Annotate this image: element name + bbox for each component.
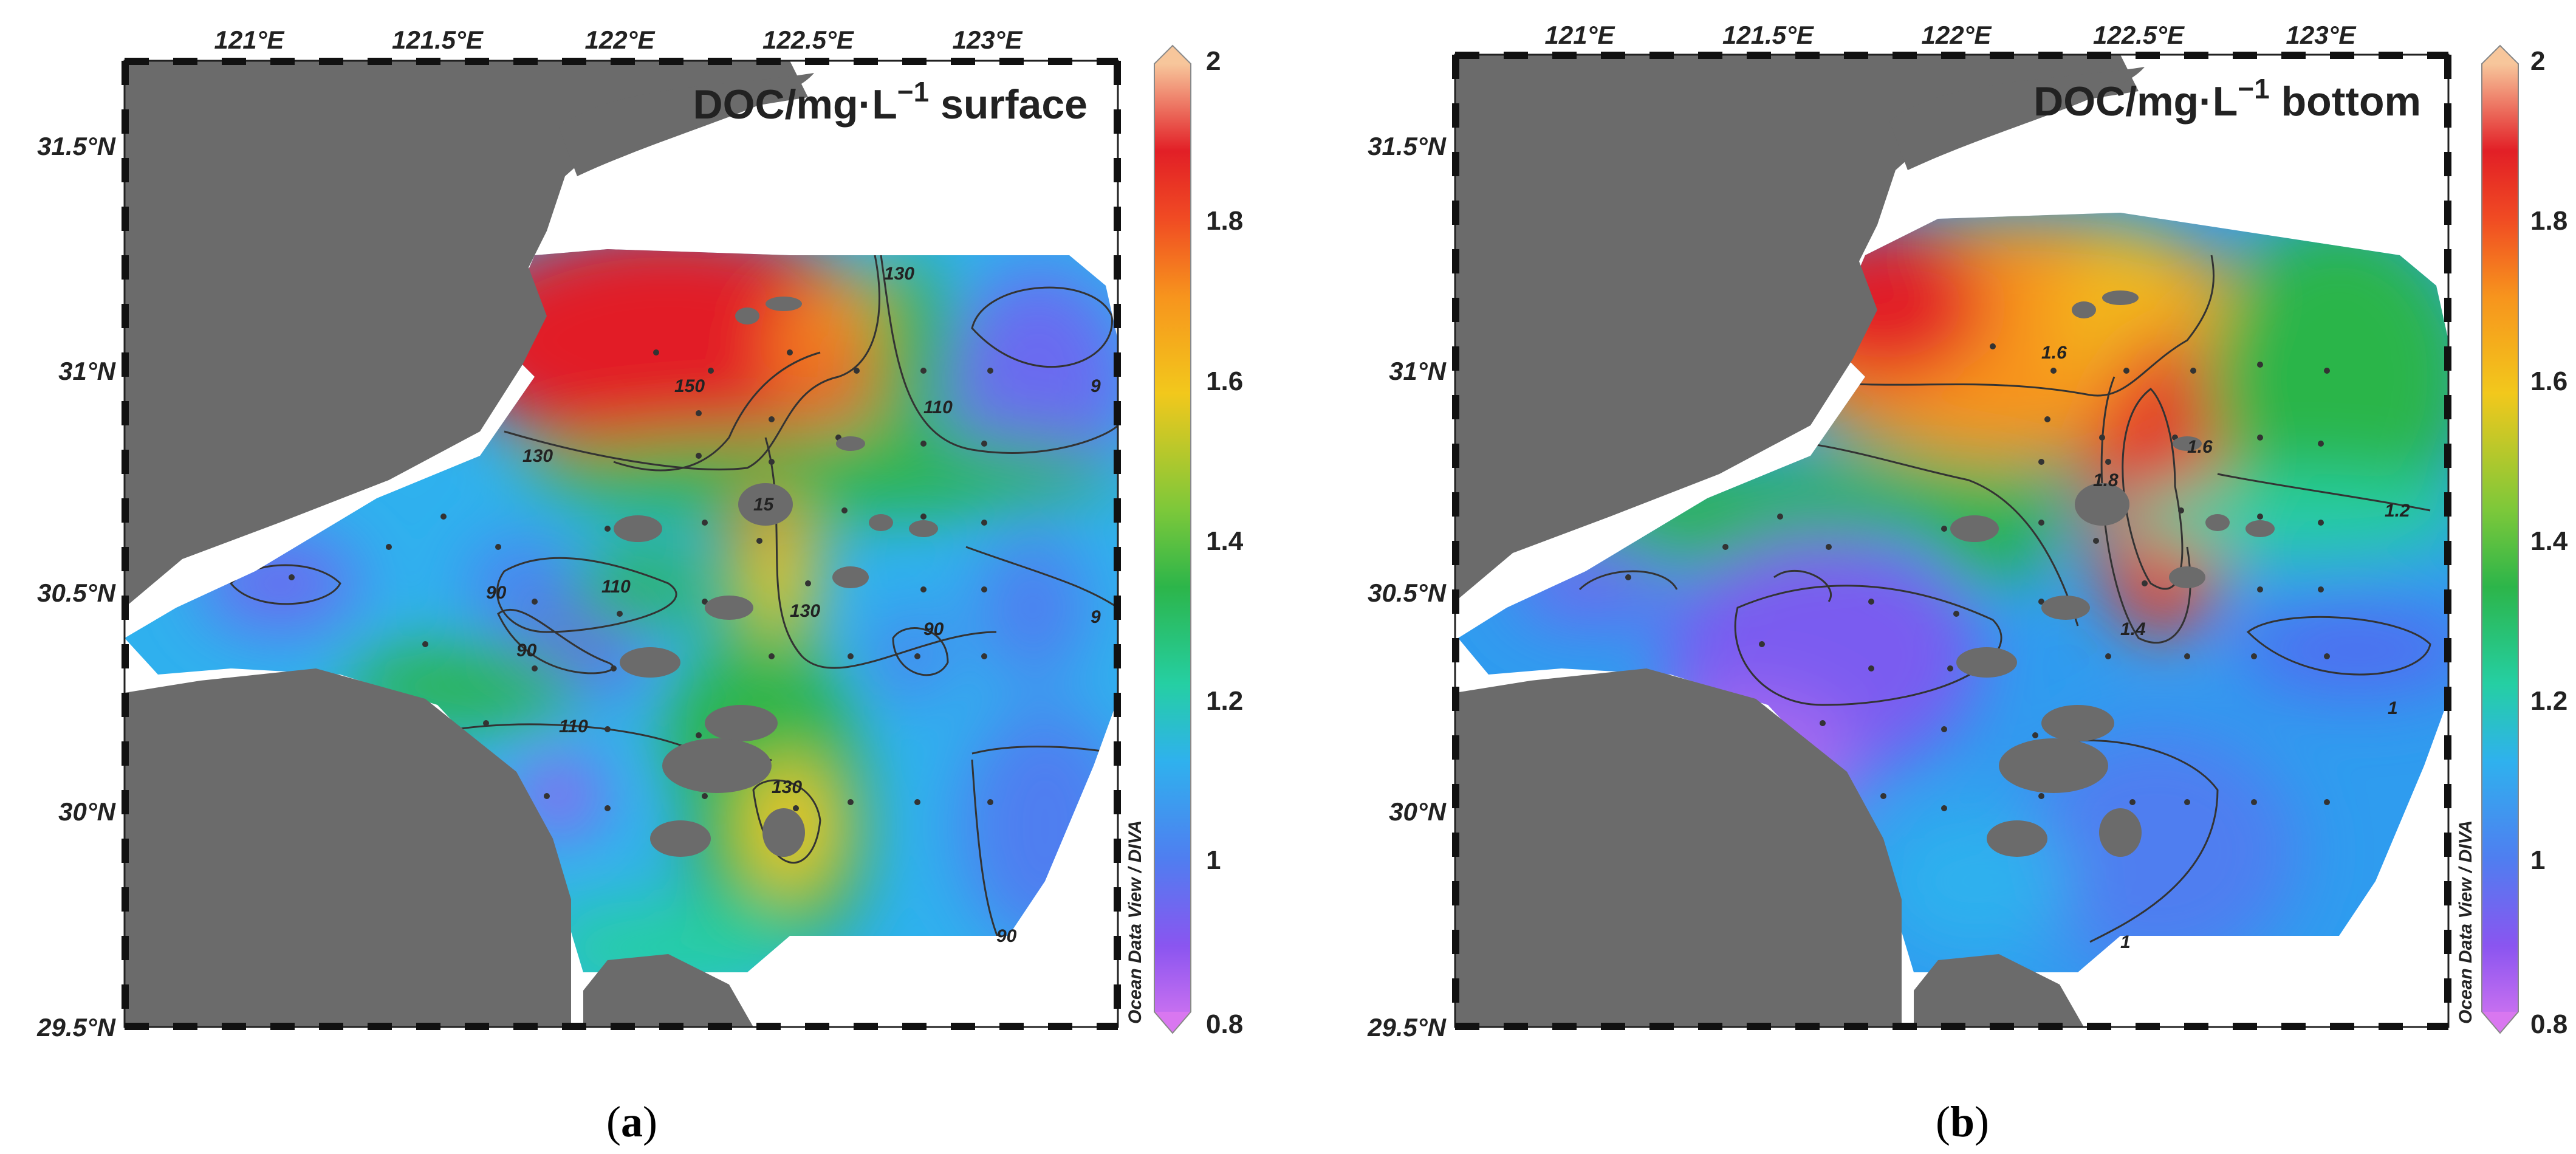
odv-credit: Ocean Data View / DIVA xyxy=(1125,820,1145,1024)
y-tick-label: 31.5°N xyxy=(37,132,117,160)
y-tick-labels: 31.5°N 31°N 30.5°N 30°N 29.5°N xyxy=(1367,132,1447,1042)
contour-label: 1.6 xyxy=(2041,343,2067,363)
colorbar-tick-label: 0.8 xyxy=(2530,1009,2567,1039)
x-tick-label: 123°E xyxy=(953,26,1024,54)
colorbar-tick-label: 1 xyxy=(2530,845,2545,875)
contour-label: 150 xyxy=(674,376,705,396)
colorbar-tick-label: 1.2 xyxy=(2530,686,2567,716)
contour-label: 110 xyxy=(923,397,953,417)
x-tick-label: 121°E xyxy=(214,26,286,54)
x-tick-labels: 121°E 121.5°E 122°E 122.5°E 123°E xyxy=(1545,21,2357,49)
colorbar-tick-label: 2 xyxy=(1206,46,1221,76)
border-scale xyxy=(1452,52,2451,1030)
contour-label: 1.6 xyxy=(2187,437,2213,457)
colorbar-tick-label: 0.8 xyxy=(1206,1009,1243,1039)
colorbar-tick-labels: 2 1.8 1.6 1.4 1.2 1 0.8 xyxy=(2530,46,2568,1039)
x-tick-labels: 121°E 121.5°E 122°E 122.5°E 123°E xyxy=(214,26,1024,54)
colorbar-tick-label: 1 xyxy=(1206,845,1221,875)
x-tick-label: 122°E xyxy=(1922,21,1993,49)
contour-label: 90 xyxy=(923,619,944,639)
x-tick-label: 121.5°E xyxy=(392,26,484,54)
contour-label: 90 xyxy=(516,641,537,661)
contour-labels: 1.6 1.6 1.8 1.2 1.4 1 1 xyxy=(2041,343,2410,952)
y-tick-label: 31°N xyxy=(1389,357,1447,385)
x-tick-label: 123°E xyxy=(2286,21,2357,49)
panel-bottom: 1.6 1.6 1.8 1.2 1.4 1 1 121°E 121.5°E 12… xyxy=(1367,21,2568,1146)
y-tick-label: 30°N xyxy=(1389,797,1447,826)
station-dots xyxy=(1625,343,2330,811)
contour-label: 1.2 xyxy=(2385,501,2410,521)
contour-label: 15 xyxy=(753,495,775,515)
contour-label: 90 xyxy=(486,583,507,603)
y-tick-label: 30°N xyxy=(58,797,117,826)
y-tick-label: 29.5°N xyxy=(1367,1013,1447,1042)
contour-label: 130 xyxy=(522,446,553,466)
contour-label: 9 xyxy=(1091,607,1101,627)
contour-labels: 130 150 110 130 15 90 110 90 130 90 110 … xyxy=(486,264,1101,946)
colorbar-tick-labels: 2 1.8 1.6 1.4 1.2 1 0.8 xyxy=(1206,46,1244,1039)
x-tick-label: 122.5°E xyxy=(762,26,855,54)
land xyxy=(1455,55,2275,1027)
panel-title: DOC/mg·L−1 bottom xyxy=(2033,73,2421,125)
y-tick-label: 29.5°N xyxy=(36,1013,117,1042)
x-tick-label: 122°E xyxy=(585,26,656,54)
colorbar xyxy=(1154,44,1191,1034)
subfigure-label: (b) xyxy=(1936,1097,1989,1146)
colorbar-tick-label: 1.6 xyxy=(1206,366,1243,396)
subfigure-label: (a) xyxy=(606,1097,657,1146)
colorbar xyxy=(2481,44,2519,1034)
station-dots xyxy=(289,349,993,811)
contour-lines xyxy=(1578,255,2431,943)
panel-title: DOC/mg·L−1 surface xyxy=(693,76,1088,128)
colorbar-tick-label: 1.4 xyxy=(1206,526,1244,556)
colorbar-tick-label: 2 xyxy=(2530,46,2545,76)
odv-credit: Ocean Data View / DIVA xyxy=(2456,820,2476,1024)
panel-surface: 130 150 110 130 15 90 110 90 130 90 110 … xyxy=(36,26,1244,1146)
contour-label: 1 xyxy=(2120,932,2131,952)
land xyxy=(125,61,938,1027)
contour-label: 110 xyxy=(559,716,588,737)
y-tick-label: 31.5°N xyxy=(1368,132,1447,160)
colorbar-tick-label: 1.8 xyxy=(1206,206,1243,236)
colorbar-tick-label: 1.2 xyxy=(1206,686,1243,716)
contour-label: 110 xyxy=(601,577,631,597)
contour-label: 130 xyxy=(790,601,820,621)
contour-label: 1.8 xyxy=(2093,470,2119,490)
contour-label: 130 xyxy=(884,264,914,284)
y-tick-label: 30.5°N xyxy=(1368,579,1447,607)
x-tick-label: 121°E xyxy=(1545,21,1616,49)
contour-label: 130 xyxy=(772,777,802,797)
contour-label: 1.4 xyxy=(2120,619,2146,639)
contour-label: 90 xyxy=(996,926,1017,946)
y-tick-labels: 31.5°N 31°N 30.5°N 30°N 29.5°N xyxy=(36,132,117,1042)
x-tick-label: 122.5°E xyxy=(2093,21,2185,49)
contour-label: 9 xyxy=(1091,376,1101,396)
y-tick-label: 31°N xyxy=(58,357,117,385)
colorbar-tick-label: 1.6 xyxy=(2530,366,2567,396)
border-scale xyxy=(122,58,1121,1030)
colorbar-tick-label: 1.4 xyxy=(2530,526,2568,556)
y-tick-label: 30.5°N xyxy=(37,579,117,607)
contour-label: 1 xyxy=(2388,698,2398,718)
colorbar-tick-label: 1.8 xyxy=(2530,206,2567,236)
x-tick-label: 121.5°E xyxy=(1722,21,1815,49)
